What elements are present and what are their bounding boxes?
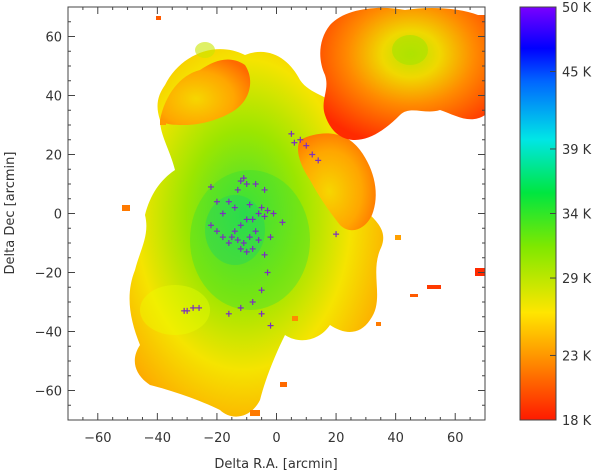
- source-marker: [213, 228, 220, 235]
- source-marker: [297, 136, 304, 143]
- temperature-map-image: [122, 7, 485, 417]
- colorbar-ticks: 18 K 23 K 29 K 34 K 39 K 45 K 50 K: [550, 1, 592, 429]
- source-marker: [261, 251, 268, 258]
- colorbar-tick-label: 23 K: [562, 349, 592, 364]
- source-marker: [237, 222, 244, 229]
- source-marker: [225, 198, 232, 205]
- source-marker: [237, 304, 244, 311]
- source-marker: [225, 310, 232, 317]
- colorbar-tick-label: 29 K: [562, 272, 592, 287]
- source-marker: [264, 269, 271, 276]
- source-marker: [252, 228, 259, 235]
- source-marker: [315, 157, 322, 164]
- colorbar: 18 K 23 K 29 K 34 K 39 K 45 K 50 K: [519, 1, 592, 429]
- y-tick-label: 40: [45, 90, 62, 105]
- source-marker: [333, 231, 340, 238]
- source-marker: [240, 175, 247, 182]
- source-marker: [291, 139, 298, 146]
- x-axis-label: Delta R.A. [arcmin]: [214, 457, 337, 472]
- source-marker: [207, 222, 214, 229]
- source-marker: [258, 287, 265, 294]
- y-tick-label: −60: [35, 385, 62, 400]
- source-marker: [225, 240, 232, 246]
- source-marker: [267, 234, 274, 241]
- source-marker: [181, 307, 188, 314]
- colorbar-tick-label: 39 K: [562, 143, 592, 158]
- source-marker: [249, 299, 256, 305]
- colorbar-tick-label: 34 K: [562, 208, 592, 223]
- source-marker: [219, 210, 226, 217]
- y-axis-label: Delta Dec [arcmin]: [3, 152, 18, 275]
- source-marker: [228, 234, 235, 241]
- source-marker: [231, 204, 238, 211]
- source-marker: [309, 151, 316, 158]
- y-axis: −60 −40 −20 0 20 40 60: [35, 6, 485, 421]
- y-tick-label: 60: [45, 31, 62, 46]
- source-marker: [243, 248, 250, 255]
- colorbar-tick-label: 45 K: [562, 66, 592, 81]
- source-marker: [261, 213, 268, 220]
- source-marker: [258, 204, 265, 211]
- source-marker: [190, 304, 197, 311]
- colorbar-tick-label: 50 K: [562, 1, 592, 16]
- source-marker: [234, 237, 241, 244]
- source-marker: [207, 183, 214, 190]
- source-marker: [246, 234, 253, 241]
- source-marker: [237, 245, 244, 252]
- x-tick-label: 0: [272, 431, 280, 446]
- source-marker: [246, 201, 253, 208]
- source-marker: [267, 322, 274, 329]
- source-marker: [237, 178, 244, 185]
- source-marker: [240, 240, 247, 246]
- source-marker: [243, 181, 250, 187]
- source-marker: [288, 130, 295, 137]
- source-marker: [249, 245, 256, 252]
- colorbar-tick-label: 18 K: [562, 414, 592, 429]
- source-marker: [279, 219, 286, 226]
- source-markers: [181, 130, 340, 329]
- source-marker: [255, 237, 262, 244]
- source-marker: [249, 216, 256, 223]
- x-tick-label: 60: [447, 431, 464, 446]
- source-marker: [264, 207, 271, 214]
- source-marker: [234, 186, 241, 193]
- source-marker: [261, 186, 268, 193]
- source-marker: [231, 228, 238, 235]
- source-marker: [219, 234, 226, 241]
- source-marker: [252, 181, 259, 187]
- source-marker: [213, 198, 220, 205]
- y-tick-label: 0: [54, 208, 62, 223]
- y-tick-label: 20: [45, 149, 62, 164]
- x-axis: −60 −40 −20 0 20 40 60: [67, 7, 486, 446]
- source-marker: [270, 210, 277, 217]
- x-tick-label: −60: [84, 431, 111, 446]
- source-marker: [258, 310, 265, 317]
- source-marker: [255, 210, 262, 217]
- source-marker: [196, 304, 203, 311]
- y-tick-label: −40: [35, 326, 62, 341]
- x-tick-label: 40: [387, 431, 404, 446]
- source-marker: [303, 142, 310, 149]
- x-tick-label: −20: [203, 431, 230, 446]
- x-tick-label: −40: [144, 431, 171, 446]
- y-tick-label: −20: [35, 267, 62, 282]
- x-tick-label: 20: [328, 431, 345, 446]
- source-marker: [243, 216, 250, 223]
